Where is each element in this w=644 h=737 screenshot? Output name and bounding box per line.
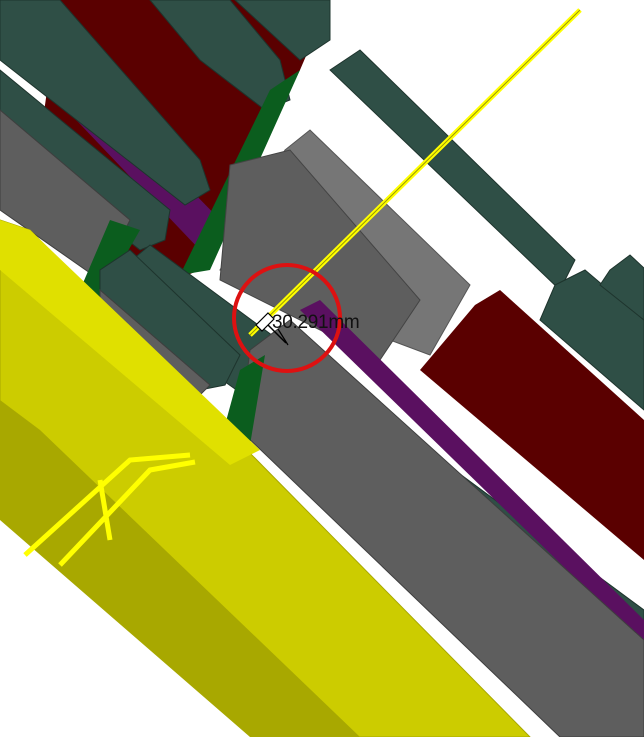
yellow-handrail-bracket bbox=[23, 452, 196, 567]
red-circle-marker[interactable] bbox=[232, 263, 342, 373]
green-flange-lower bbox=[225, 355, 265, 445]
gray-block-center bbox=[219, 149, 421, 361]
green-beam-b bbox=[149, 0, 291, 111]
measure-cursor-icon bbox=[255, 312, 289, 346]
purple-strip-center bbox=[300, 300, 644, 645]
maroon-plate-right bbox=[420, 290, 644, 560]
center-member-group bbox=[99, 244, 644, 737]
bright-green-web-b bbox=[80, 220, 140, 300]
measurement-marker[interactable] bbox=[232, 263, 342, 373]
green-beam-d bbox=[0, 69, 171, 251]
yellow-beam-top-face bbox=[0, 220, 260, 465]
green-beam-far-right-2 bbox=[599, 254, 644, 321]
green-beam-a bbox=[0, 0, 211, 206]
yellow-member-group bbox=[0, 8, 582, 737]
upper-left-member-group bbox=[0, 0, 331, 300]
green-beam-c bbox=[234, 0, 331, 61]
yellow-pipe-edge bbox=[249, 9, 581, 336]
green-beam-upper-right bbox=[329, 49, 576, 291]
yellow-beam-underside bbox=[0, 400, 360, 737]
green-beam-far-right bbox=[539, 269, 644, 411]
